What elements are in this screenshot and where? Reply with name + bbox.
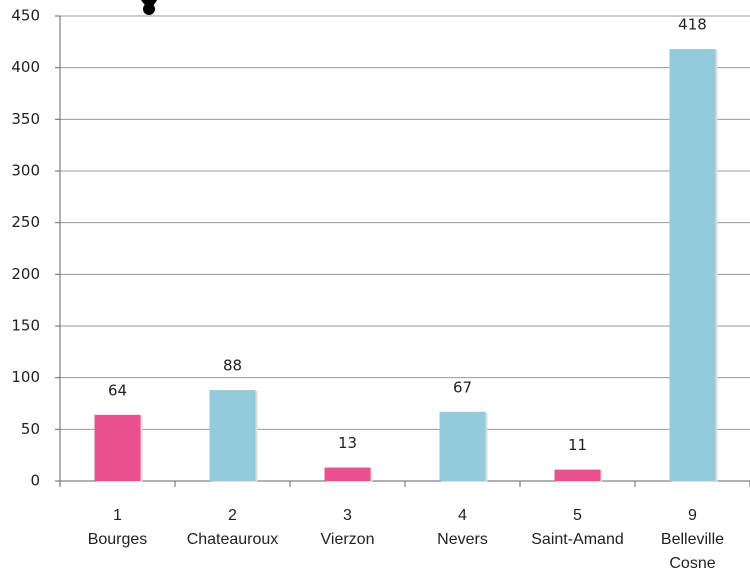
bar xyxy=(669,49,716,482)
decoration xyxy=(143,3,155,15)
x-tick-label-line: Saint-Amand xyxy=(531,531,624,548)
x-tick-label-line: 4 xyxy=(458,507,467,524)
y-tick-label: 150 xyxy=(11,317,40,335)
data-label: 88 xyxy=(223,357,242,375)
x-tick-label-line: Belleville xyxy=(661,531,724,548)
x-tick-label: 9 Belleville Cosne xyxy=(661,507,724,572)
y-tick-label: 350 xyxy=(11,110,40,128)
data-label: 418 xyxy=(678,16,707,34)
x-tick-label-line: Nevers xyxy=(437,531,488,548)
x-tick-label: 4 Nevers xyxy=(437,507,488,548)
x-tick-label-line: Vierzon xyxy=(321,531,375,548)
y-tick-label: 0 xyxy=(30,472,40,490)
y-tick-label: 100 xyxy=(11,368,40,386)
y-tick-label: 400 xyxy=(11,58,40,76)
y-tick-label: 50 xyxy=(21,420,40,438)
y-tick-label: 450 xyxy=(11,7,40,25)
bar xyxy=(209,390,256,481)
data-label: 11 xyxy=(568,436,587,454)
x-tick-label-line: Chateauroux xyxy=(187,531,279,548)
y-tick-label: 200 xyxy=(11,265,40,283)
bar xyxy=(439,411,486,481)
x-tick-label-line: 3 xyxy=(343,507,352,524)
x-tick-label-line: 2 xyxy=(228,507,237,524)
x-tick-label-line: 9 xyxy=(688,507,697,524)
x-tick-label-line: Cosne xyxy=(669,555,715,572)
x-tick-label-line: Bourges xyxy=(88,531,148,548)
data-label: 13 xyxy=(338,434,357,452)
x-tick-label: 1 Bourges xyxy=(88,507,148,548)
bar xyxy=(554,469,601,481)
x-tick-label: 2 Chateauroux xyxy=(187,507,279,548)
data-label: 64 xyxy=(108,381,127,399)
y-tick-label: 300 xyxy=(11,162,40,180)
x-tick-label: 5 Saint-Amand xyxy=(531,507,624,548)
x-tick-label-line: 1 xyxy=(113,507,122,524)
x-tick-label-line: 5 xyxy=(573,507,582,524)
x-tick-label: 3 Vierzon xyxy=(321,507,375,548)
bar xyxy=(94,414,141,481)
data-label: 67 xyxy=(453,378,472,396)
bar xyxy=(324,467,371,481)
y-tick-label: 250 xyxy=(11,213,40,231)
